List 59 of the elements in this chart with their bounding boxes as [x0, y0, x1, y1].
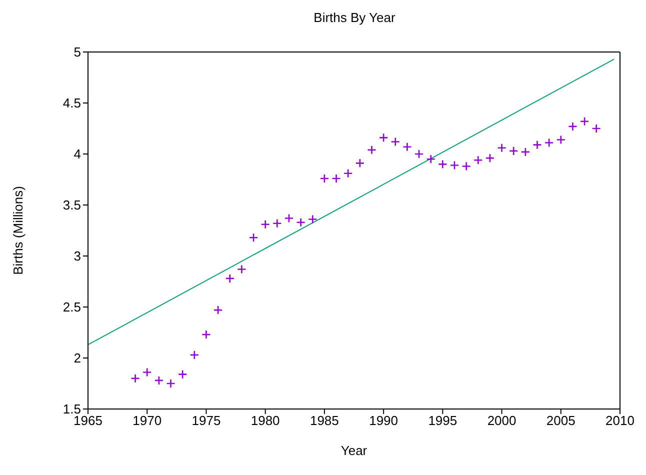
point: [450, 160, 460, 170]
point: [520, 147, 530, 157]
point: [414, 149, 424, 159]
point: [260, 220, 270, 230]
x-axis-title: Year: [340, 443, 368, 458]
point: [508, 146, 518, 156]
point: [556, 135, 566, 144]
y-tick-label: 2.5: [62, 300, 81, 315]
point: [272, 218, 282, 228]
point: [332, 174, 341, 184]
x-tick-label: 1970: [132, 413, 162, 428]
point: [485, 153, 495, 163]
point: [284, 214, 294, 223]
y-tick-label: 3.5: [62, 198, 81, 213]
point: [402, 142, 412, 152]
y-tick-label: 3: [74, 248, 81, 264]
point: [237, 264, 246, 274]
point: [367, 145, 376, 155]
y-tick-label: 4.5: [62, 96, 81, 111]
point: [426, 154, 436, 164]
point: [568, 122, 578, 132]
chart-title: Births By Year: [312, 10, 396, 25]
x-tick-label: 1990: [369, 413, 398, 428]
point: [154, 376, 164, 386]
point: [308, 214, 318, 224]
point: [438, 160, 448, 169]
point: [343, 168, 353, 178]
point: [190, 350, 200, 360]
x-tick-label: 1980: [250, 413, 280, 428]
point: [142, 368, 152, 377]
x-tick-label: 2000: [487, 413, 516, 428]
point: [296, 218, 306, 227]
point: [580, 116, 590, 126]
point: [225, 274, 235, 284]
point: [355, 158, 365, 168]
point: [532, 140, 542, 150]
y-tick-label: 5: [74, 44, 81, 60]
point: [378, 133, 388, 142]
x-tick-label: 1995: [428, 413, 458, 428]
point: [592, 124, 602, 134]
point: [166, 378, 176, 388]
point: [248, 232, 258, 242]
x-tick-label: 2010: [606, 413, 634, 428]
point: [544, 138, 554, 148]
y-tick-label: 2: [74, 350, 81, 366]
point: [473, 155, 483, 165]
point: [202, 330, 211, 340]
x-tick-label: 1985: [310, 413, 339, 428]
point: [213, 305, 223, 315]
point: [320, 174, 330, 184]
y-axis-title: Births (Millions): [10, 186, 26, 275]
x-tick-label: 2005: [546, 413, 576, 428]
point: [497, 143, 506, 153]
point: [178, 370, 188, 379]
point: [390, 137, 400, 146]
point: [130, 374, 140, 384]
y-tick-label: 4: [74, 146, 81, 162]
x-tick-label: 1975: [192, 413, 221, 428]
point: [462, 162, 471, 171]
